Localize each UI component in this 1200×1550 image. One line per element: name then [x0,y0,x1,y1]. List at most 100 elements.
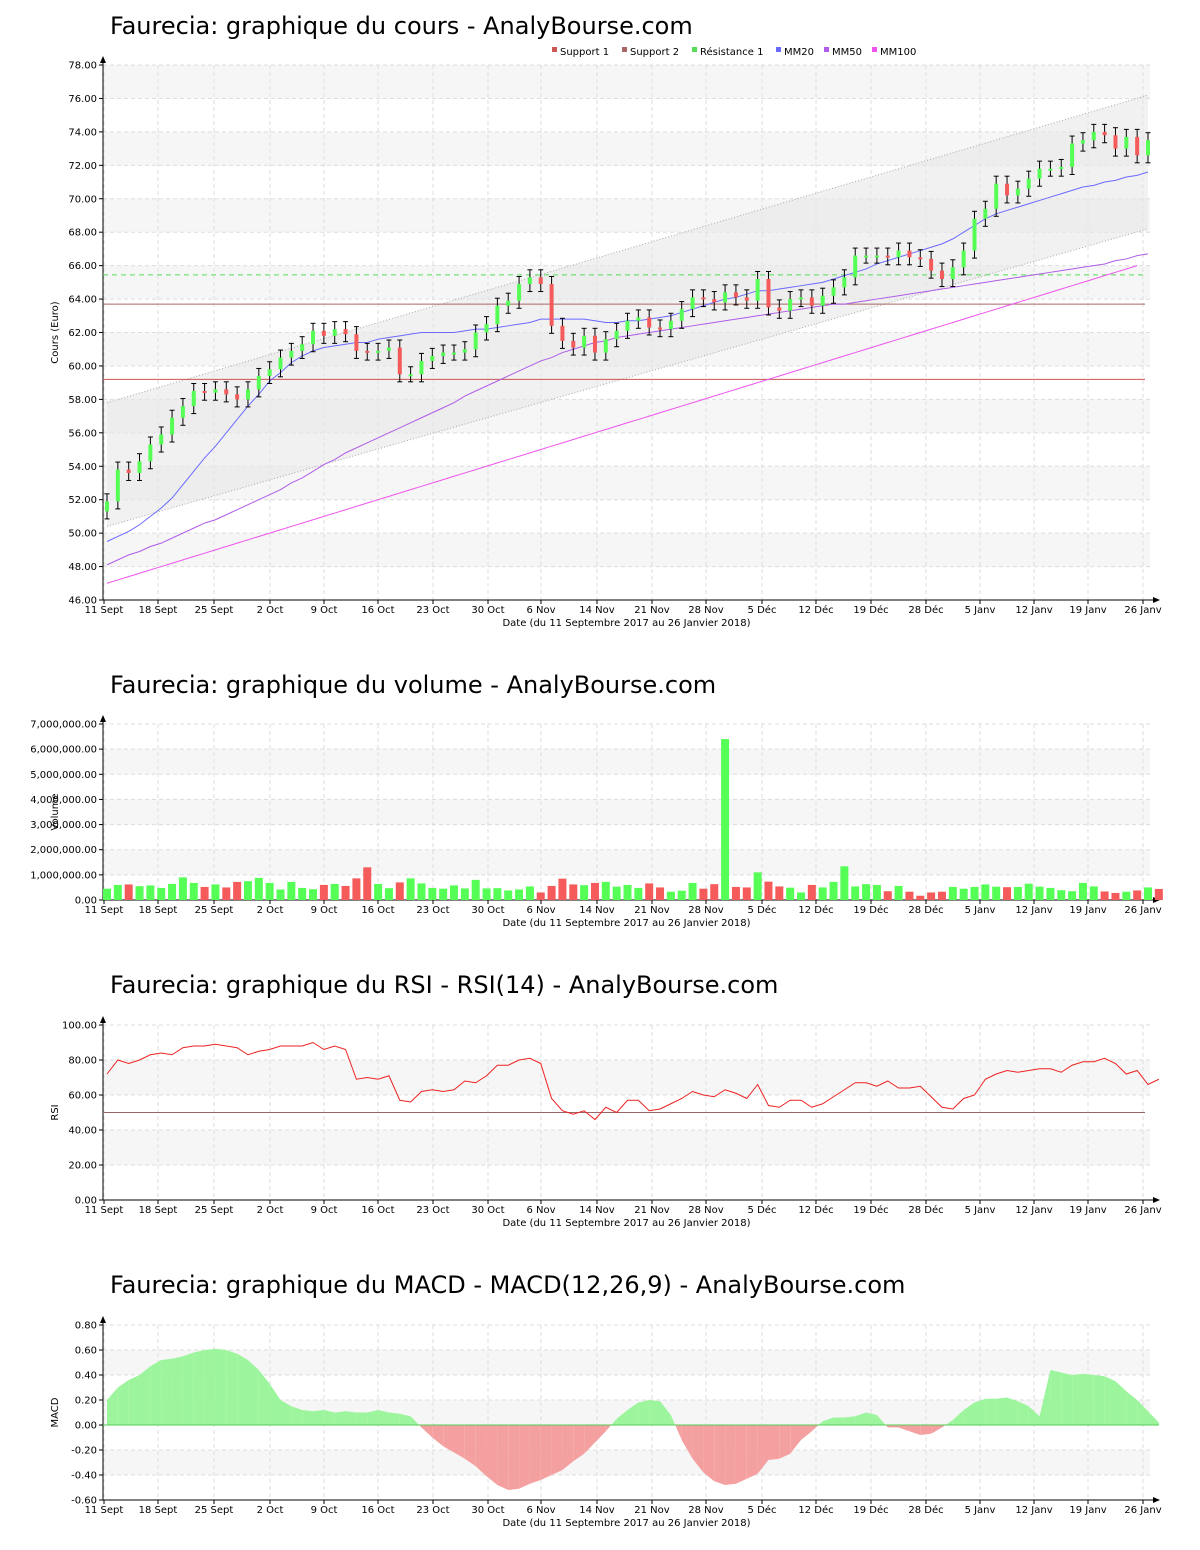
macd-band [103,1450,1150,1475]
volume-y-axis-label: Volume [50,793,61,830]
macd-area-segment [443,1425,454,1453]
macd-area-segment [746,1425,758,1479]
volume-bar [243,881,252,900]
macd-area-segment [735,1425,747,1484]
volume-band [103,799,1150,825]
volume-bar [569,884,578,900]
rsi-xtick-label: 6 Nov [526,1205,555,1216]
candle-body [321,330,326,336]
macd-area-segment [419,1425,422,1428]
volume-bar [395,882,404,900]
volume-bar [1100,891,1109,900]
candle-body [245,389,250,400]
rsi-xtick-label: 5 Janv [965,1205,996,1216]
price-ytick-label: 50.00 [68,529,97,540]
macd-area-segment [909,1425,921,1435]
macd-area-segment [562,1425,574,1470]
macd-area-segment [1039,1370,1051,1425]
volume-bar [590,882,599,900]
volume-bar [1144,887,1152,900]
volume-bar [222,887,231,900]
candle-body [1037,168,1042,179]
volume-bar [1122,891,1131,900]
volume-ytick-label: 2,000,000.00 [30,845,97,856]
macd-area-segment [551,1425,563,1475]
volume-bar [1003,887,1012,900]
volume-y-axis-arrow [100,715,106,722]
legend-label: MM20 [784,47,814,58]
volume-bar [515,889,524,900]
price-ytick-label: 76.00 [68,94,97,105]
volume-xtick-label: 16 Oct [361,905,394,916]
candle-body [126,469,131,473]
volume-xtick-label: 12 Janv [1015,905,1052,916]
rsi-xtick-label: 26 Janv [1124,1205,1161,1216]
candle-body [354,334,359,351]
volume-bar [721,739,730,900]
volume-band [103,849,1150,875]
macd-y-axis-label: MACD [50,1397,61,1427]
macd-area-segment [1050,1370,1062,1425]
candle-body [397,347,402,375]
macd-xtick-label: 11 Sept [85,1505,124,1516]
macd-area-segment [388,1412,400,1425]
macd-ytick-label: 0.00 [75,1421,97,1432]
volume-xtick-label: 28 Déc [908,904,943,916]
candle-body [419,360,424,375]
volume-bar [645,883,654,900]
rsi-xtick-label: 23 Oct [416,1205,449,1216]
volume-bar [157,887,166,900]
candle-body [170,417,175,435]
volume-bar [1154,888,1163,900]
volume-bar [699,888,708,900]
candle-body [1005,183,1010,196]
candle-body [582,335,587,348]
candle-body [690,297,695,310]
macd-xtick-label: 12 Janv [1015,1505,1052,1516]
volume-bar [276,889,285,900]
volume-xtick-label: 9 Oct [311,905,338,916]
macd-area-segment [594,1425,606,1443]
volume-ytick-label: 5,000,000.00 [30,770,97,781]
price-ytick-label: 46.00 [68,596,97,607]
macd-area-segment [866,1412,877,1425]
volume-bar [1089,886,1098,900]
candle-body [473,332,478,350]
candle-body [256,375,261,390]
macd-area-segment [291,1406,303,1425]
legend-label: Support 2 [630,47,679,58]
macd-xtick-label: 19 Janv [1069,1505,1106,1516]
macd-area-segment [378,1410,389,1425]
legend-swatch [622,47,627,52]
rsi-xtick-label: 11 Sept [85,1205,124,1216]
volume-bar [330,883,339,900]
candle-body [343,329,348,335]
macd-area-segment [822,1417,834,1425]
macd-band [103,1350,1150,1375]
macd-area-segment [963,1402,975,1425]
volume-ytick-label: 4,000,000.00 [30,795,97,806]
volume-bar [981,884,990,900]
macd-ytick-label: 0.40 [75,1371,97,1382]
rsi-xtick-label: 16 Oct [361,1205,394,1216]
candle-body [603,339,608,353]
candle-body [300,344,305,351]
volume-xtick-label: 19 Déc [853,904,888,916]
volume-bar [764,881,773,900]
volume-bar [103,888,111,900]
volume-xtick-label: 18 Sept [139,905,178,916]
candle-body [1059,166,1064,169]
candle-body [983,208,988,219]
candle-body [1124,136,1129,149]
price-xtick-label: 12 Déc [798,604,833,616]
macd-area-segment [790,1425,801,1454]
volume-bar [829,881,838,900]
candle-body [441,352,446,356]
volume-bar [927,892,936,900]
price-ytick-label: 52.00 [68,495,97,506]
volume-bar [851,886,860,900]
macd-area-segment [215,1348,227,1425]
volume-bar [916,895,925,900]
candle-body [777,307,782,311]
volume-bar [666,891,675,900]
